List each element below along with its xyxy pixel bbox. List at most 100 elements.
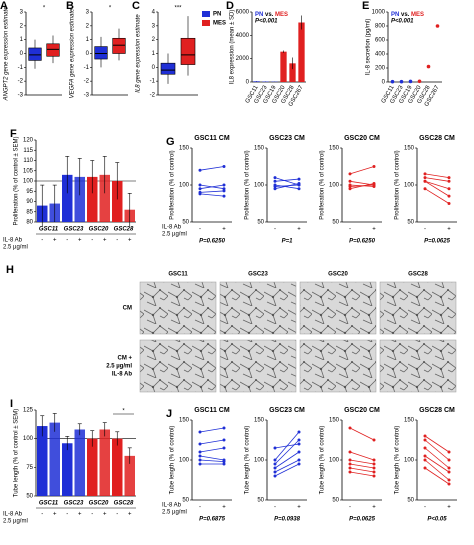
x-label: IL-8 Ab xyxy=(3,238,23,244)
point xyxy=(423,458,427,462)
point xyxy=(222,462,226,466)
treatment-label: + xyxy=(53,238,57,244)
legend-label: PN xyxy=(213,12,221,18)
y-tick-label: 120 xyxy=(23,138,34,144)
row-label: 2.5 µg/ml xyxy=(106,364,132,370)
point xyxy=(348,179,352,183)
treatment-label: + xyxy=(447,227,451,233)
annotation: PN vs. MES xyxy=(255,12,288,18)
y-tick-label: 100 xyxy=(23,179,34,185)
treatment-label: - xyxy=(199,227,201,233)
panel-letter: I xyxy=(10,398,13,410)
bar xyxy=(49,422,60,496)
point xyxy=(273,179,277,183)
paired-line xyxy=(424,180,450,190)
point xyxy=(273,458,277,462)
p-value: P=0.0938 xyxy=(274,517,301,523)
y-tick-label: 100 xyxy=(404,458,415,464)
y-tick-label: 1 xyxy=(152,51,156,57)
treatment-label: + xyxy=(372,505,376,511)
paired-line xyxy=(349,451,375,461)
bar xyxy=(289,63,296,82)
y-tick-label: 3 xyxy=(152,23,156,29)
box xyxy=(28,47,42,61)
treatment-label: + xyxy=(53,512,57,518)
paired-line xyxy=(349,427,375,441)
y-tick-label: 50 xyxy=(332,498,339,504)
point xyxy=(447,202,451,205)
x-label: IL-8 Ab xyxy=(3,512,23,518)
point xyxy=(297,438,301,442)
annotation-part: PN xyxy=(391,12,399,18)
bar xyxy=(280,51,287,82)
column-label: GSC23 xyxy=(248,272,268,278)
dot xyxy=(435,24,440,28)
point xyxy=(372,462,376,466)
panel-letter: D xyxy=(226,0,234,12)
point xyxy=(222,183,226,187)
y-tick-label: 50 xyxy=(257,498,264,504)
panel-title: GSC28 CM xyxy=(419,135,455,142)
treatment-label: - xyxy=(274,227,276,233)
point xyxy=(423,454,427,458)
paired-line xyxy=(274,431,300,461)
panel-title: GSC23 CM xyxy=(269,135,305,142)
y-tick-label: 0 xyxy=(86,51,90,57)
x-label: 2.5 µg/ml xyxy=(3,519,28,525)
y-tick-label: 75 xyxy=(26,465,33,471)
point xyxy=(198,168,202,172)
paired-line xyxy=(274,183,300,190)
point xyxy=(447,466,451,470)
paired-line xyxy=(424,177,450,182)
annotation-part: vs. xyxy=(401,12,410,18)
y-axis-label: Tube length (% of control) xyxy=(320,426,326,495)
treatment-label: - xyxy=(199,505,201,511)
treatment-label: - xyxy=(41,238,43,244)
bar xyxy=(87,176,98,222)
point xyxy=(222,165,226,168)
treatment-label: + xyxy=(78,238,82,244)
point xyxy=(198,430,202,434)
point xyxy=(348,426,352,430)
point xyxy=(222,426,226,430)
paired-line xyxy=(199,184,225,190)
y-axis-label: Tube length (% of control) xyxy=(245,426,251,495)
treatment-label: - xyxy=(349,227,351,233)
paired-line xyxy=(424,188,450,204)
point xyxy=(348,184,352,188)
treatment-label: + xyxy=(447,505,451,511)
paired-line xyxy=(199,427,225,433)
point xyxy=(198,462,202,466)
point xyxy=(423,176,427,180)
y-axis-label: VEGFA gene expression estimate xyxy=(70,8,76,98)
p-value: P=0.6250 xyxy=(349,239,376,245)
y-axis-label: ANGPT2 gene expression estimate xyxy=(4,6,10,102)
point xyxy=(447,187,451,191)
y-tick-label: 3 xyxy=(86,10,90,16)
treatment-label: + xyxy=(103,238,107,244)
bar xyxy=(37,426,48,496)
y-tick-label: 4000 xyxy=(236,33,250,39)
group-label: GSC20 xyxy=(89,227,109,233)
paired-line xyxy=(274,459,300,473)
point xyxy=(372,182,376,186)
treatment-label: - xyxy=(424,227,426,233)
micrograph xyxy=(379,339,457,393)
column-label: GSC20 xyxy=(328,272,348,278)
legend-swatch xyxy=(202,20,210,26)
point xyxy=(447,176,451,180)
point xyxy=(447,482,451,486)
point xyxy=(273,184,277,188)
paired-line xyxy=(349,467,375,473)
panel-letter: C xyxy=(132,0,140,12)
y-tick-label: -2 xyxy=(18,79,24,85)
y-tick-label: 150 xyxy=(254,418,265,424)
dot xyxy=(426,64,431,69)
point xyxy=(372,458,376,462)
point xyxy=(198,454,202,458)
point xyxy=(372,165,376,168)
micrograph xyxy=(219,281,297,335)
point xyxy=(423,179,427,183)
column-label: GSC11 xyxy=(168,272,188,278)
